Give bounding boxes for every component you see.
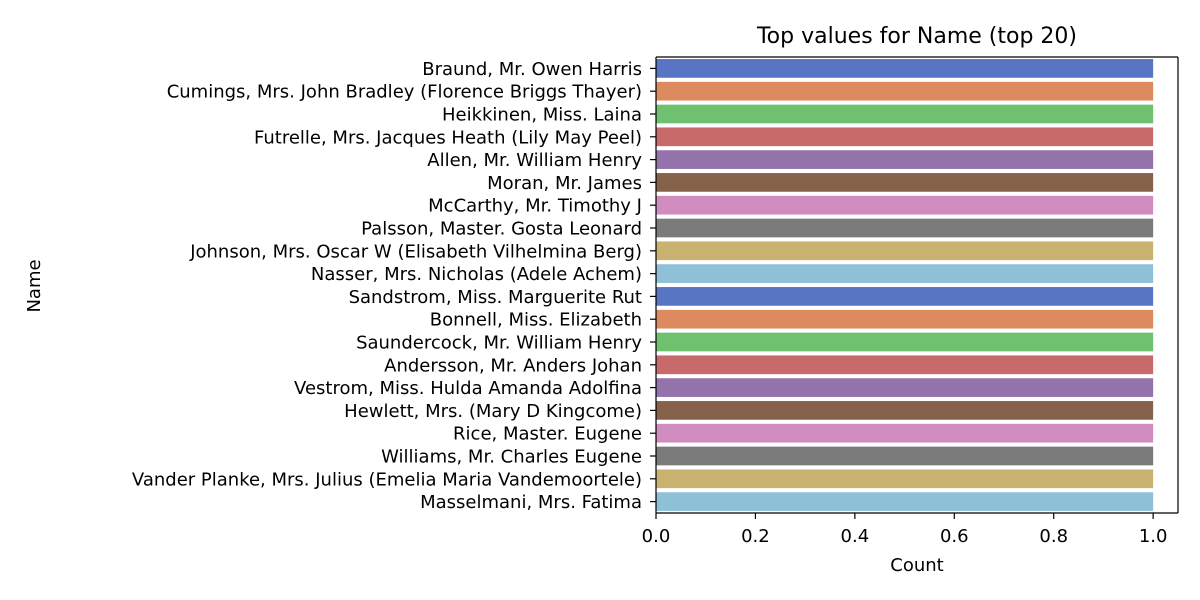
y-tick-label: Andersson, Mr. Anders Johan (384, 355, 642, 376)
bar (656, 332, 1154, 352)
y-tick-label: Hewlett, Mrs. (Mary D Kingcome) (344, 401, 642, 422)
y-tick-label: Masselmani, Mrs. Fatima (420, 492, 642, 513)
bar (656, 264, 1154, 283)
bar (656, 150, 1154, 169)
bar (656, 127, 1154, 147)
chart-title: Top values for Name (top 20) (756, 24, 1077, 49)
bar (656, 446, 1154, 466)
bar (656, 309, 1154, 329)
y-tick-label: Vander Planke, Mrs. Julius (Emelia Maria… (132, 469, 642, 490)
bar (656, 173, 1154, 192)
y-tick-label: Palsson, Master. Gosta Leonard (361, 219, 642, 240)
bar (656, 423, 1154, 443)
y-tick-label: Cumings, Mrs. John Bradley (Florence Bri… (167, 82, 642, 103)
x-tick-label: 0.0 (642, 526, 671, 547)
bar (656, 355, 1154, 375)
y-tick-label: Futrelle, Mrs. Jacques Heath (Lily May P… (254, 127, 642, 148)
bar (656, 401, 1154, 420)
bar (656, 469, 1154, 489)
bar (656, 492, 1154, 511)
x-tick-label: 0.8 (1039, 526, 1068, 547)
bar (656, 195, 1154, 215)
bar (656, 59, 1154, 78)
y-tick-label: Braund, Mr. Owen Harris (422, 59, 642, 80)
y-tick-label: Johnson, Mrs. Oscar W (Elisabeth Vilhelm… (189, 241, 642, 262)
y-tick-label: Saundercock, Mr. William Henry (356, 333, 642, 354)
y-axis-label: Name (24, 259, 45, 312)
y-tick-label: Moran, Mr. James (487, 173, 642, 194)
x-tick-label: 0.2 (741, 526, 770, 547)
y-tick-label: Vestrom, Miss. Hulda Amanda Adolfina (294, 378, 642, 399)
y-tick-label: Williams, Mr. Charles Eugene (381, 447, 642, 468)
bar (656, 104, 1154, 124)
bar (656, 241, 1154, 261)
y-tick-label: Nasser, Mrs. Nicholas (Adele Achem) (311, 264, 642, 285)
x-tick-label: 0.4 (841, 526, 870, 547)
bar (656, 287, 1154, 306)
y-tick-label: Heikkinen, Miss. Laina (442, 105, 642, 126)
bars-group (656, 59, 1154, 511)
x-tick-label: 0.6 (940, 526, 969, 547)
y-tick-label: Allen, Mr. William Henry (427, 150, 642, 171)
y-tick-label: Sandstrom, Miss. Marguerite Rut (349, 287, 642, 308)
bar (656, 378, 1154, 397)
x-axis-label: Count (890, 555, 943, 576)
x-tick-label: 1.0 (1139, 526, 1168, 547)
bar (656, 218, 1154, 238)
x-axis-ticks: 0.0 0.2 0.4 0.6 0.8 1.0 (642, 513, 1168, 547)
y-tick-label: Rice, Master. Eugene (453, 424, 642, 445)
y-tick-label: Bonnell, Miss. Elizabeth (430, 310, 642, 331)
y-tick-label: McCarthy, Mr. Timothy J (428, 196, 642, 217)
bar (656, 81, 1154, 101)
